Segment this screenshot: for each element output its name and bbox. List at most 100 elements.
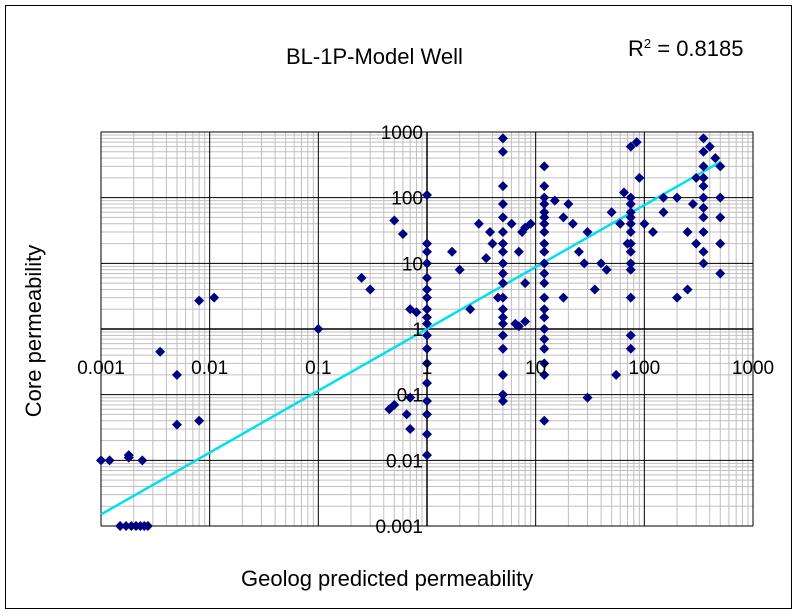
r-squared-value: = 0.8185 (651, 36, 744, 61)
data-point (639, 218, 650, 229)
data-point (447, 246, 458, 257)
data-point (115, 521, 126, 531)
data-point (625, 330, 636, 341)
data-point (194, 415, 205, 426)
data-point (539, 278, 550, 289)
data-point (539, 324, 550, 334)
data-point (715, 268, 726, 279)
data-point (539, 369, 550, 380)
y-tick-label: 10 (402, 254, 423, 275)
data-point (625, 343, 636, 354)
data-point (422, 378, 432, 389)
data-point (582, 392, 593, 403)
r-squared-superscript: 2 (643, 36, 652, 51)
data-point (155, 346, 166, 357)
x-tick-label: 100 (628, 358, 660, 379)
data-point (104, 455, 115, 466)
data-point (582, 227, 593, 238)
data-point (123, 452, 134, 463)
data-point (647, 227, 658, 238)
data-point (422, 409, 432, 420)
data-point (422, 304, 432, 315)
data-point (672, 292, 683, 303)
data-point (539, 199, 550, 210)
data-point (497, 133, 508, 144)
r-squared-annotation: R2 = 0.8185 (628, 36, 744, 62)
data-point (497, 146, 508, 157)
data-point (715, 192, 726, 203)
data-point (658, 207, 669, 218)
data-point (465, 304, 476, 315)
data-point (171, 419, 182, 430)
data-point (634, 172, 645, 183)
data-point (422, 292, 432, 303)
data-point (698, 146, 709, 157)
x-tick-label: 10 (525, 358, 546, 379)
data-point (539, 312, 550, 323)
data-point (422, 238, 432, 249)
data-point (497, 212, 508, 223)
data-point (698, 172, 709, 183)
data-point (691, 238, 702, 249)
data-point (497, 227, 508, 238)
data-point (715, 161, 726, 172)
data-point (487, 238, 498, 249)
data-point (539, 192, 550, 203)
data-point (506, 218, 517, 229)
data-point (497, 389, 508, 400)
chart-title: BL-1P-Model Well (286, 44, 463, 69)
data-point (539, 304, 550, 315)
data-point (698, 212, 709, 223)
data-point (422, 272, 432, 283)
data-point (422, 343, 432, 354)
data-point (384, 404, 395, 415)
data-point (539, 415, 550, 426)
data-point (625, 218, 636, 229)
tick-labels: 0.001 0.01 0.1 1 10 100 1000 1000 100 10 1 0.1 0.01 0… (77, 123, 774, 538)
data-point (485, 227, 496, 238)
data-point (625, 199, 636, 210)
y-tick-label: 1 (412, 320, 423, 341)
data-point (473, 218, 484, 229)
data-point (520, 316, 531, 327)
data-point (510, 318, 521, 329)
data-point (625, 207, 636, 218)
data-point (698, 227, 709, 238)
y-tick-label: 0.1 (397, 386, 423, 407)
data-point (422, 312, 432, 323)
data-point (619, 187, 630, 198)
x-tick-label: 1 (422, 358, 433, 379)
data-point (625, 292, 636, 303)
data-point (687, 199, 698, 210)
data-point (539, 181, 550, 192)
data-point (422, 246, 432, 257)
y-axis-label: Core permeability (21, 244, 46, 418)
data-point (631, 137, 642, 148)
x-tick-label: 1000 (732, 358, 774, 379)
data-point (96, 455, 106, 466)
data-point (715, 212, 726, 223)
data-point (422, 318, 432, 329)
data-point (625, 258, 636, 269)
data-point (194, 295, 205, 306)
data-point (589, 284, 600, 295)
data-point (625, 264, 636, 275)
data-point (698, 192, 709, 203)
data-point (411, 307, 422, 318)
data-point (539, 268, 550, 279)
data-point (497, 369, 508, 380)
x-tick-label: 0.001 (77, 358, 125, 379)
data-point (492, 292, 503, 303)
data-point (596, 258, 607, 269)
data-point (539, 343, 550, 354)
data-point (142, 521, 153, 531)
r-squared-label: R (628, 36, 644, 61)
data-point (497, 312, 508, 323)
data-point (698, 181, 709, 192)
data-point (497, 258, 508, 269)
data-point (497, 304, 508, 315)
data-point (365, 284, 376, 295)
data-point (497, 246, 508, 257)
data-point (601, 264, 612, 275)
data-point (558, 292, 569, 303)
